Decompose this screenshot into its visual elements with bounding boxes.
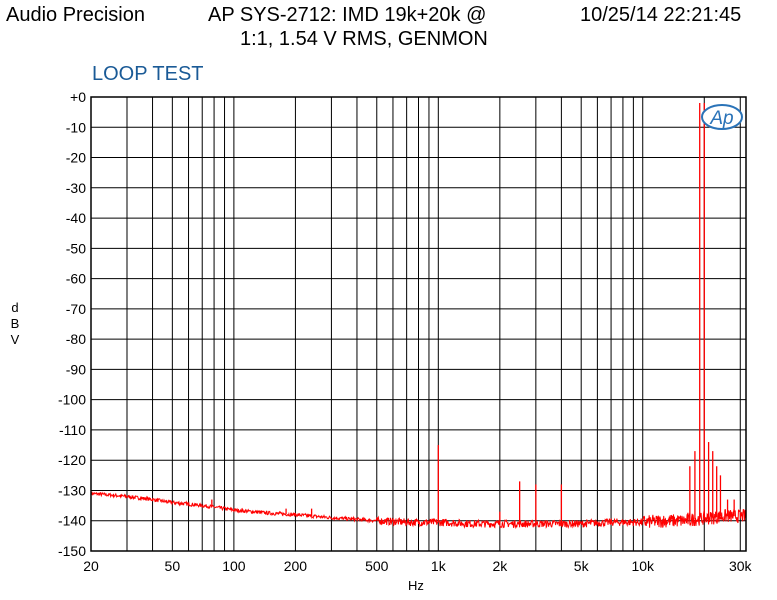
x-tick-label: 200: [284, 558, 308, 574]
chart-title-line2: 1:1, 1.54 V RMS, GENMON: [240, 28, 488, 50]
y-tick-label: -100: [58, 392, 86, 408]
x-tick-label: 2k: [492, 558, 508, 574]
y-tick-label: -20: [66, 150, 86, 166]
x-tick-label: 100: [222, 558, 246, 574]
y-axis-label: d B V: [8, 300, 22, 348]
x-tick-label: 10k: [631, 558, 655, 574]
y-tick-label: -80: [66, 331, 86, 347]
x-tick-label: 5k: [574, 558, 590, 574]
y-axis-label-letter: d: [11, 300, 19, 315]
x-axis-label: Hz: [408, 578, 424, 593]
chart-title-line1: AP SYS-2712: IMD 19k+20k @: [208, 4, 487, 26]
x-tick-label: 30k: [729, 558, 753, 574]
y-tick-label: -110: [59, 422, 86, 438]
y-tick-label: -60: [66, 271, 86, 287]
y-tick-label: -50: [66, 240, 86, 256]
y-tick-label: -10: [66, 119, 86, 135]
y-tick-label: -150: [58, 543, 86, 559]
y-tick-label: -40: [66, 210, 86, 226]
ap-logo-icon: Ap: [701, 104, 743, 130]
chart-subtitle: LOOP TEST: [92, 63, 204, 85]
y-axis-label-letter: B: [10, 316, 20, 331]
grid: [91, 96, 746, 552]
logo-ring: [701, 104, 743, 130]
y-tick-label: -30: [66, 180, 86, 196]
y-tick-label: +0: [70, 89, 86, 105]
logo-text: Ap: [709, 108, 733, 129]
y-tick-label: -90: [66, 361, 86, 377]
timestamp: 10/25/14 22:21:45: [580, 4, 742, 26]
y-tick-label: -130: [58, 482, 86, 498]
x-tick-label: 20: [83, 558, 99, 574]
x-tick-label: 50: [165, 558, 181, 574]
y-tick-label: -70: [66, 301, 86, 317]
app-brand: Audio Precision: [6, 4, 145, 26]
series-layer: [90, 103, 747, 530]
y-tick-label: -140: [58, 513, 86, 529]
x-tick-label: 500: [365, 558, 389, 574]
x-tick-label: 1k: [431, 558, 447, 574]
plot-frame: [90, 96, 747, 552]
y-tick-label: -120: [58, 452, 86, 468]
y-axis-label-letter: V: [10, 332, 20, 347]
noise-floor-trace: [90, 491, 747, 530]
tick-labels: +0 -10 -20 -30 -40 -50 -60 -70 -80 -90 -100 -110 -12…: [58, 89, 753, 574]
